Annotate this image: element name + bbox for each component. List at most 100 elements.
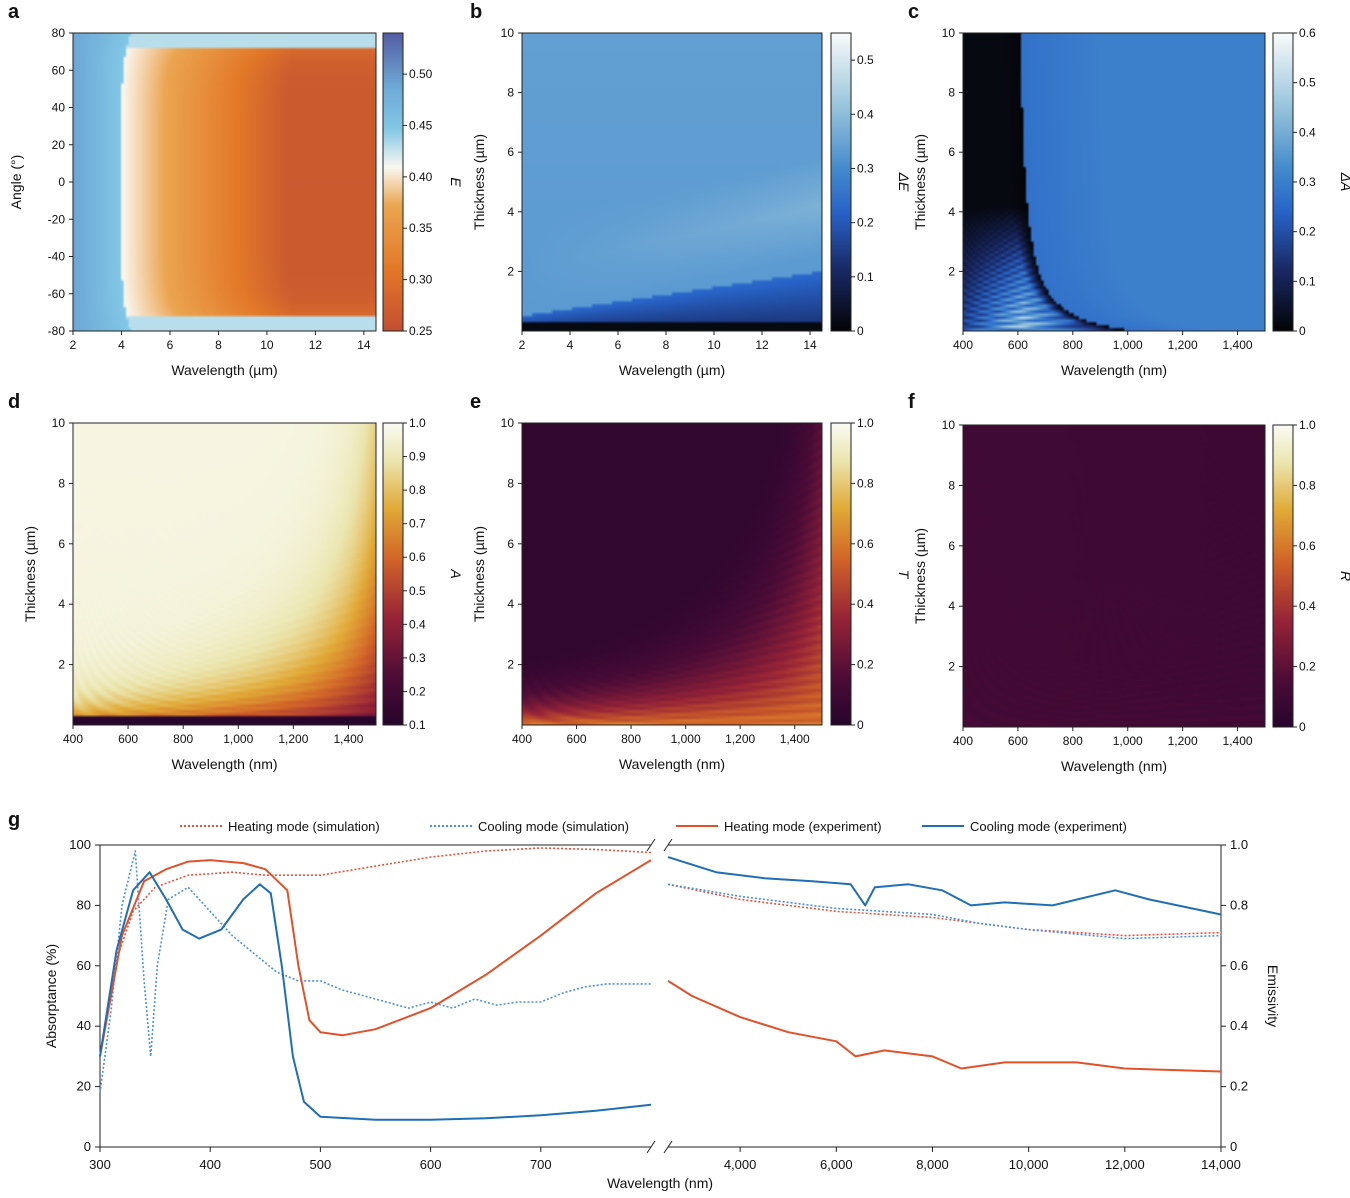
y-tick-label-f: 2 xyxy=(948,660,955,674)
x-tick-label-d: 400 xyxy=(63,732,83,746)
y-tick-label-c: 2 xyxy=(948,264,955,278)
x-tick-label-e: 600 xyxy=(567,732,587,746)
y-tick-label-b: 4 xyxy=(507,205,514,219)
x-tick-label-e: 800 xyxy=(621,732,641,746)
y-tick-label-left-g: 80 xyxy=(77,897,91,912)
colorbar-tick-label-c: 0.5 xyxy=(1299,76,1316,90)
colorbar-tick-label-a: 0.40 xyxy=(409,170,433,184)
panel-d: d 1.0 0.9 0.8 0.7 0.6 0.5 0.4 0.3 0.2 0.1 A 400 600 80… xyxy=(8,391,464,772)
x-tick-label-g: 500 xyxy=(310,1157,332,1172)
x-tick-label-a: 12 xyxy=(309,338,323,352)
colorbar-label-a: E xyxy=(448,177,464,187)
y-tick-label-e: 10 xyxy=(501,416,515,430)
axis-break-mark xyxy=(663,838,673,852)
y-tick-label-right-g: 0.4 xyxy=(1230,1018,1248,1033)
heatmap-field-c xyxy=(963,33,1265,331)
colorbar-frame-f xyxy=(1272,424,1294,728)
x-tick-label-e: 1,000 xyxy=(671,732,701,746)
series-line-right-1 xyxy=(667,883,1222,940)
axis-break-mark xyxy=(646,1140,656,1154)
x-tick-label-b: 10 xyxy=(707,338,721,352)
x-tick-label-c: 400 xyxy=(953,338,973,352)
y-tick-label-d: 10 xyxy=(52,416,66,430)
y-tick-label-f: 4 xyxy=(948,599,955,613)
y-tick-label-f: 6 xyxy=(948,539,955,553)
y-tick-label-e: 2 xyxy=(507,658,514,672)
y-tick-label-b: 6 xyxy=(507,145,514,159)
x-tick-label-a: 14 xyxy=(357,338,371,352)
colorbar-tick-label-d: 0.1 xyxy=(409,718,426,732)
y-tick-label-right-g: 0.8 xyxy=(1230,897,1248,912)
y-tick-label-right-g: 0.6 xyxy=(1230,958,1248,973)
panel-f: f 1.0 0.8 0.6 0.4 0.2 0 R 400 600 800 1,000 1,200 1,4… xyxy=(908,391,1350,774)
y-tick-label-a: 0 xyxy=(58,175,65,189)
colorbar-frame-a xyxy=(382,32,404,332)
x-tick-label-f: 600 xyxy=(1008,734,1028,748)
colorbar-a xyxy=(383,33,403,331)
heatmap-field-f xyxy=(963,425,1265,727)
colorbar-tick-label-f: 0.6 xyxy=(1299,539,1316,553)
colorbar-tick-label-d: 1.0 xyxy=(409,416,426,430)
x-tick-label-b: 8 xyxy=(663,338,670,352)
y-tick-label-left-g: 40 xyxy=(77,1018,91,1033)
colorbar-e xyxy=(831,423,851,725)
y-axis-label-d: Thickness (µm) xyxy=(22,526,38,622)
y-tick-label-a: -40 xyxy=(48,250,66,264)
x-tick-label-g: 12,000 xyxy=(1105,1157,1145,1172)
y-axis-label-f: Thickness (µm) xyxy=(912,528,928,624)
colorbar-tick-label-a: 0.50 xyxy=(409,67,433,81)
colorbar-frame-e xyxy=(830,422,852,726)
x-tick-label-g: 4,000 xyxy=(724,1157,757,1172)
colorbar-tick-label-c: 0.3 xyxy=(1299,175,1316,189)
y-axis-label-a: Angle (°) xyxy=(8,155,24,210)
x-tick-label-f: 800 xyxy=(1063,734,1083,748)
colorbar-tick-label-d: 0.3 xyxy=(409,651,426,665)
y-tick-label-a: 80 xyxy=(52,26,66,40)
y-tick-label-left-g: 100 xyxy=(69,837,91,852)
plot-frame-f xyxy=(962,424,1266,728)
colorbar-d xyxy=(383,423,403,725)
colorbar-tick-label-b: 0 xyxy=(857,324,864,338)
x-tick-label-b: 6 xyxy=(615,338,622,352)
x-tick-label-a: 8 xyxy=(215,338,222,352)
x-tick-label-c: 1,200 xyxy=(1168,338,1198,352)
y-axis-label-left-g: Absorptance (%) xyxy=(43,944,59,1048)
colorbar-label-b: ΔE xyxy=(896,172,912,192)
plot-frame-c xyxy=(962,32,1266,332)
colorbar-tick-label-e: 0 xyxy=(857,718,864,732)
x-tick-label-e: 400 xyxy=(512,732,532,746)
series-line-left-3 xyxy=(99,871,652,1121)
y-tick-label-left-g: 0 xyxy=(84,1139,91,1154)
panel-letter-e: e xyxy=(470,391,481,413)
x-tick-label-d: 600 xyxy=(118,732,138,746)
series-line-right-0 xyxy=(667,883,1222,937)
colorbar-c xyxy=(1273,33,1293,331)
y-tick-label-b: 10 xyxy=(501,26,515,40)
colorbar-tick-label-f: 0.2 xyxy=(1299,660,1316,674)
colorbar-tick-label-c: 0.1 xyxy=(1299,274,1316,288)
y-tick-label-a: 20 xyxy=(52,138,66,152)
x-tick-label-b: 4 xyxy=(567,338,574,352)
panel-b: b 0.5 0.4 0.3 0.2 0.1 0 ΔE 2 4 6 8 10 12 14 Wavelength … xyxy=(470,1,912,378)
heatmap-field-e xyxy=(522,423,822,725)
x-tick-label-g: 14,000 xyxy=(1201,1157,1241,1172)
y-tick-label-c: 6 xyxy=(948,145,955,159)
panel-letter-a: a xyxy=(8,1,20,23)
y-axis-label-b: Thickness (µm) xyxy=(471,134,487,230)
series-line-left-1 xyxy=(99,850,651,1093)
y-tick-label-f: 10 xyxy=(942,418,956,432)
x-tick-label-a: 10 xyxy=(260,338,274,352)
colorbar-f xyxy=(1273,425,1293,727)
colorbar-tick-label-d: 0.7 xyxy=(409,517,426,531)
colorbar-tick-label-e: 0.8 xyxy=(857,476,874,490)
plot-frame-e xyxy=(521,422,823,726)
panel-c: c 0.6 0.5 0.4 0.3 0.2 0.1 0 ΔA 400 600 800 1,000 1,20… xyxy=(908,1,1350,378)
y-tick-label-right-g: 1.0 xyxy=(1230,837,1248,852)
heatmap-field-a xyxy=(73,33,376,331)
colorbar-tick-label-e: 0.2 xyxy=(857,658,874,672)
legend-label-2: Heating mode (experiment) xyxy=(724,819,882,834)
colorbar-frame-d xyxy=(382,422,404,726)
colorbar-label-f: R xyxy=(1338,571,1350,581)
colorbar-tick-label-d: 0.5 xyxy=(409,584,426,598)
